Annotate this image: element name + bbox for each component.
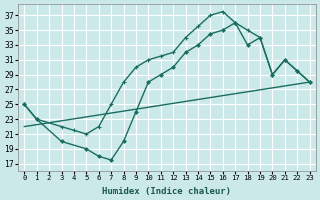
X-axis label: Humidex (Indice chaleur): Humidex (Indice chaleur) bbox=[102, 187, 231, 196]
